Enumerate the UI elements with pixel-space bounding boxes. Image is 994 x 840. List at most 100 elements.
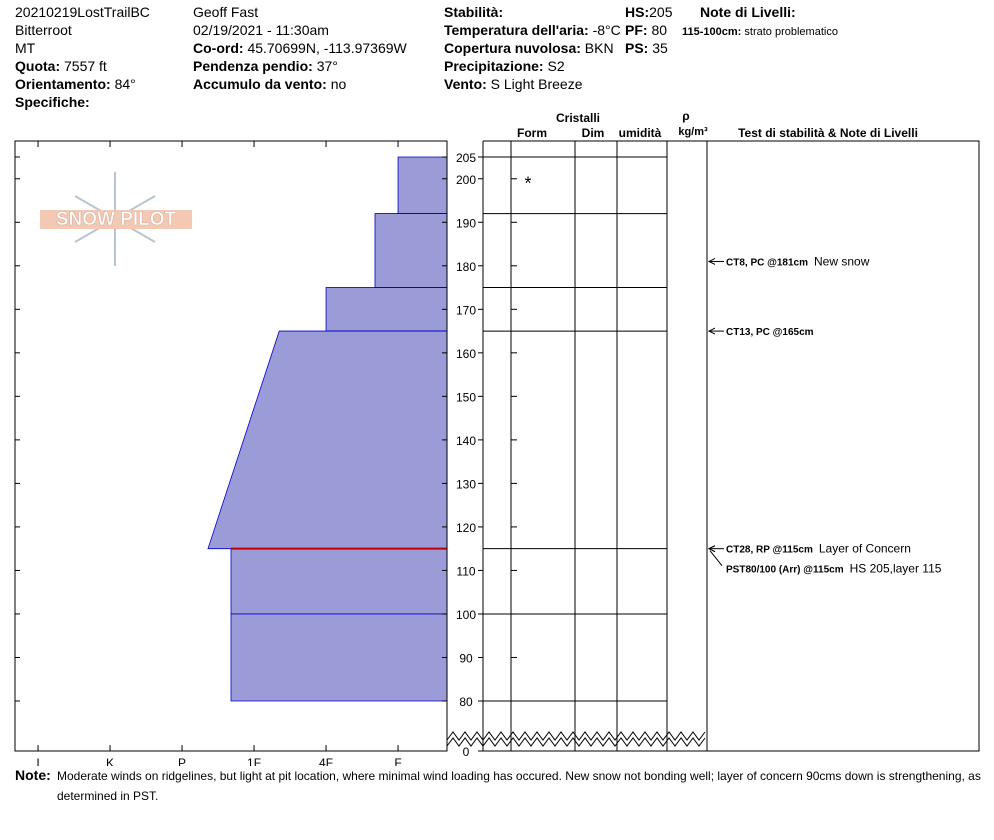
hardness-frame [14,140,448,752]
label: Orientamento: [15,76,111,92]
value: S2 [547,58,564,74]
label: Precipitazione: [444,58,544,74]
label: Vento: [444,76,487,92]
form-header: Form [517,126,547,140]
test-comment: New snow [814,254,870,268]
arrow-head [707,258,716,265]
value: no [331,76,347,92]
elevation: Quota: 7557 ft [15,58,107,74]
column-headers: Cristalli Form Dim umidità ρ kg/m³ Test … [517,109,918,140]
test-label: CT13, PC @165cm [726,327,814,338]
state: MT [15,40,36,56]
y-tick-label: 190 [456,216,476,230]
value: 37° [317,58,338,74]
layer [397,156,448,214]
test: CT8, PC @181cm New snow [726,254,870,268]
y-tick-label: 150 [456,390,476,404]
value: -8°C [593,22,621,38]
aspect: Orientamento: 84° [15,76,136,92]
value: 205 [649,4,673,20]
test: CT28, RP @115cm Layer of Concern [726,542,911,556]
ps: PS: 35 [625,40,668,56]
site: 20210219LostTrailBC [15,4,150,20]
hardness-label: I [36,756,39,766]
y-tick-label: 110 [456,564,475,578]
test: PST80/100 (Arr) @115cm HS 205,layer 115 [726,562,942,576]
snow-profile: 20210219LostTrailBC Bitterroot MT Quota:… [14,4,980,770]
layer [207,330,448,550]
mask [622,24,636,38]
layer-note: 115-100cm: strato problematico [682,26,838,38]
test: CT13, PC @165cm [726,327,814,338]
air-temp: Temperatura dell'aria: -8°C [444,22,621,38]
header: 20210219LostTrailBC Bitterroot MT Quota:… [15,4,838,110]
observer: Geoff Fast [193,4,258,20]
y-tick-label: 200 [456,173,476,187]
label: Quota: [15,58,60,74]
plot: * 205 200 190 180 170 160 150 140 130 120 110 100 90 8… [14,140,980,770]
test-comment: HS 205,layer 115 [850,562,942,576]
y-tick-label: 80 [459,695,473,709]
arrow-head [707,327,716,335]
slope: Pendenza pendio: 37° [193,58,338,74]
tests-header: Test di stabilità & Note di Livelli [738,126,918,140]
value: 45.70699N, -113.97369W [247,40,407,56]
hardness-label: P [178,756,186,766]
coord: Co-ord: 45.70699N, -113.97369W [193,40,408,56]
hardness-label: F [394,756,401,766]
range: Bitterroot [15,22,72,38]
label: HS: [625,4,649,20]
datetime: 02/19/2021 - 11:30am [193,22,329,38]
arrow-head [707,545,716,553]
value: S Light Breeze [491,76,583,92]
layer [325,287,448,332]
y-tick-label: 130 [456,477,476,491]
value: 80 [651,22,667,38]
label: Temperatura dell'aria: [444,22,589,38]
stability: Stabilità: [444,4,503,20]
logo: SNOW PILOT [40,172,192,266]
crystals-header: Cristalli [556,111,600,125]
y-tick-label: 180 [456,260,476,274]
hs: HS:205 [625,4,673,20]
test-label: CT28, RP @115cm [726,545,813,556]
moisture-header: umidità [619,126,662,140]
y-tick-label: 170 [456,303,476,317]
y-tick-label: 0 [463,745,470,759]
value: 7557 ft [64,58,107,74]
axis-break [446,737,706,747]
hardness-label: 4F [319,756,333,766]
test-comment: Layer of Concern [819,542,911,556]
y-tick-label: 90 [459,651,473,665]
wind: Vento: S Light Breeze [444,76,583,92]
label: PF: [625,22,648,38]
test-arrow [709,550,723,566]
axis-break [446,731,706,741]
label: Copertura nuvolosa: [444,40,581,56]
specifics: Specifiche: [15,94,90,110]
test-label: CT8, PC @181cm [726,257,808,268]
y-tick-label: 120 [456,521,476,535]
layer [230,548,448,615]
label: Pendenza pendio: [193,58,313,74]
logo-band [40,210,192,229]
size-header: Dim [582,126,605,140]
sky: Copertura nuvolosa: BKN [444,40,614,56]
label: Co-ord: [193,40,244,56]
layer [374,213,448,288]
logo-text: SNOW PILOT [56,209,177,230]
layer-notes-title: Note di Livelli: [700,4,796,20]
value: strato problematico [744,26,838,38]
value: 84° [115,76,136,92]
grain-form: * [524,173,531,193]
tests-frame [706,140,980,752]
label: 115-100cm: [682,26,741,38]
y-tick-label: 160 [456,347,476,361]
y-tick-label: 140 [456,434,476,448]
y-tick-label: 100 [456,608,476,622]
wind-loading: Accumulo da vento: no [193,76,346,92]
rho-header: ρ [682,109,689,123]
precip: Precipitazione: S2 [444,58,565,74]
label: Accumulo da vento: [193,76,327,92]
pf: PF: 80 [625,22,667,38]
